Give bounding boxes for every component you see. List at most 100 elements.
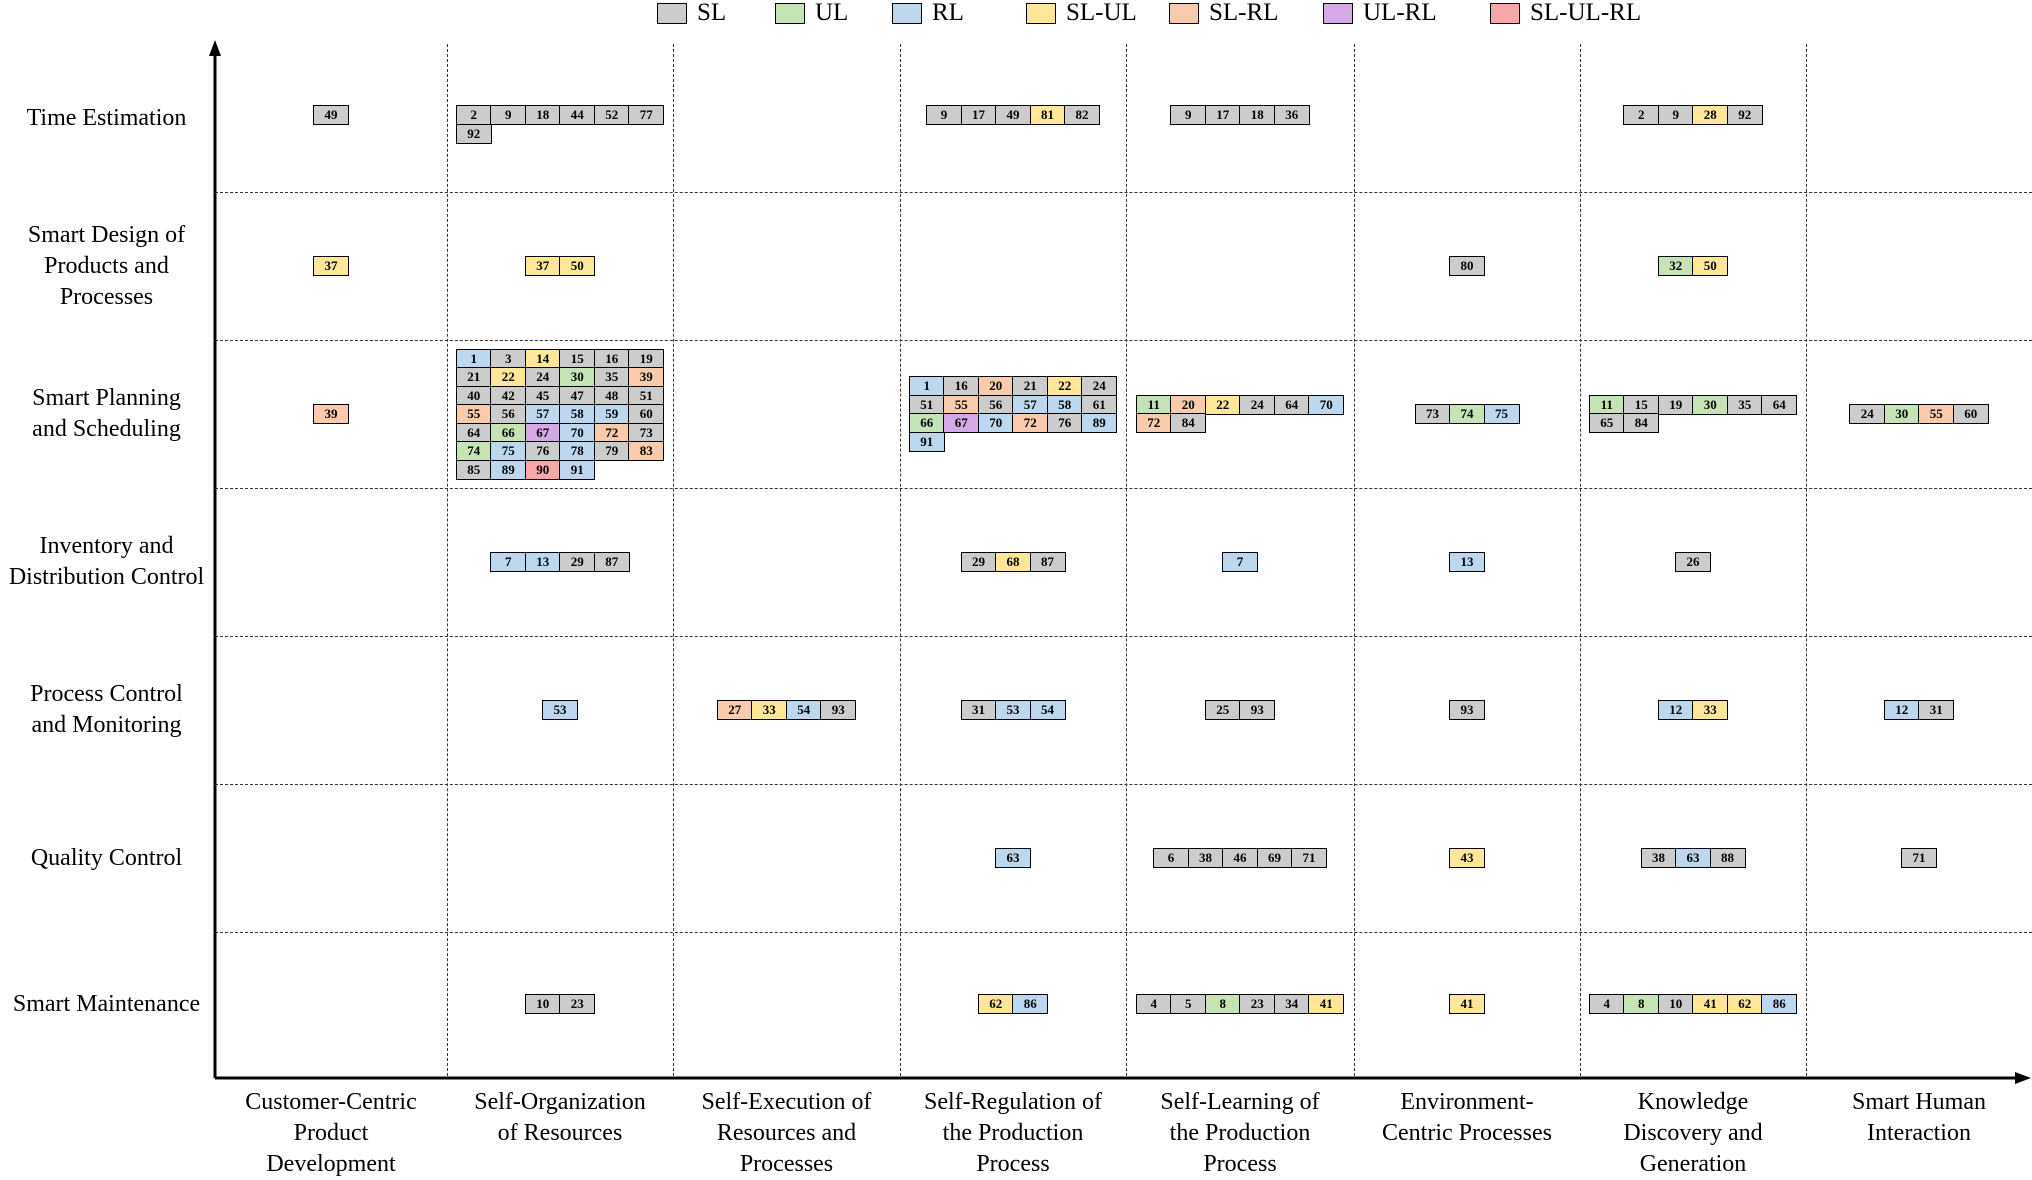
reference-tag: 13 [1449,552,1485,572]
reference-tag: 35 [1726,394,1763,415]
reference-tag: 39 [628,367,665,387]
reference-tag: 82 [1064,105,1100,125]
reference-tag: 51 [908,394,945,415]
reference-tag: 89 [1081,413,1118,434]
reference-tag: 41 [1692,994,1729,1014]
reference-tag: 64 [1761,394,1798,415]
reference-tag: 69 [1256,848,1293,868]
reference-tag: 70 [977,413,1014,434]
reference-tag: 67 [524,422,561,443]
reference-tag: 91 [559,459,596,480]
legend-swatch [892,3,922,24]
reference-tag: 72 [593,422,630,443]
reference-tag: 58 [559,404,596,424]
reference-tag: 11 [1588,394,1625,415]
reference-group: 43 [1449,848,1658,868]
column-divider [447,44,448,1076]
reference-tag: 75 [1483,404,1520,424]
reference-group: 9 17 49 81 82 [926,105,1135,125]
reference-tag: 92 [455,123,492,144]
reference-group: 24 30 55 60 [1849,404,2032,424]
reference-tag: 55 [455,404,492,424]
row-divider [215,340,2032,341]
reference-tag: 49 [995,105,1031,125]
reference-tag: 56 [977,394,1014,415]
reference-tag: 7 [490,552,527,572]
reference-group: 27 33 54 93 [716,700,926,720]
reference-tag: 38 [1640,848,1677,868]
reference-tag: 64 [455,422,492,443]
legend-label: SL-RL [1209,0,1279,26]
reference-tag: 45 [524,385,561,406]
reference-tag: 1 [908,376,945,397]
column-label: Self-Execution of Resources and Processe… [701,1089,872,1177]
reference-group: 10 23 [524,994,734,1014]
reference-tag: 33 [1692,700,1729,720]
reference-group: 1 3 14 15 16 19 21 22 24 30 35 39 40 42 45 47 48 51 55 56 57… [455,348,665,480]
reference-tag: 70 [559,422,596,443]
reference-tag: 8 [1204,994,1241,1014]
reference-tag: 76 [1046,413,1083,434]
reference-tag: 81 [1029,105,1066,125]
reference-tag: 51 [628,385,665,406]
reference-tag: 54 [785,700,822,720]
reference-tag: 65 [1588,413,1625,434]
reference-tag: 24 [1849,404,1886,424]
reference-tag: 55 [1918,404,1955,424]
reference-tag: 2 [1623,105,1660,125]
reference-tag: 63 [995,848,1031,868]
row-label: Smart Maintenance [12,990,201,1017]
reference-tag: 9 [1170,105,1207,125]
reference-tag: 70 [1308,394,1345,415]
reference-tag: 29 [559,552,596,572]
reference-tag: 72 [1012,413,1049,434]
reference-tag: 35 [593,367,630,387]
reference-tag: 74 [455,441,492,461]
reference-group: 31 53 54 [960,700,1170,720]
reference-tag: 4 [1588,994,1625,1014]
reference-tag: 31 [960,700,997,720]
column-label: Self-Organization of Resources [474,1089,646,1146]
reference-tag: 49 [313,105,349,125]
column-divider [1126,44,1127,1076]
reference-tag: 7 [1222,552,1258,572]
reference-tag: 30 [1692,394,1729,415]
reference-tag: 63 [1675,848,1711,868]
legend-label: SL [697,0,727,26]
reference-tag: 16 [593,348,630,369]
reference-tag: 77 [628,105,665,125]
reference-tag: 31 [1918,700,1955,720]
reference-group: 93 [1449,700,1658,720]
reference-group: 37 50 [524,256,734,276]
legend-swatch [775,3,805,24]
column-divider [1806,44,1807,1076]
reference-group: 1 16 20 21 22 24 51 55 56 57 58 61 66 67 70 72 76 89 91 [908,376,1118,452]
reference-tag: 64 [1273,394,1310,415]
reference-tag: 47 [559,385,596,406]
legend-label: SL-UL [1066,0,1137,26]
reference-tag: 78 [559,441,596,461]
row-divider [215,192,2032,193]
reference-tag: 88 [1709,848,1746,868]
reference-group: 2 9 18 44 52 77 92 [455,105,665,144]
reference-group: 7 13 29 87 [490,552,699,572]
reference-tag: 20 [977,376,1014,397]
column-label: Environment- Centric Processes [1382,1089,1552,1146]
reference-tag: 9 [490,105,527,125]
reference-tag: 44 [559,105,596,125]
reference-tag: 60 [1952,404,1989,424]
reference-group: 9 17 18 36 [1170,105,1379,125]
reference-tag: 5 [1170,994,1207,1014]
reference-group: 29 68 87 [960,552,1170,572]
reference-tag: 61 [1081,394,1118,415]
column-label: Customer-Centric Product Development [245,1089,417,1177]
reference-tag: 14 [524,348,561,369]
reference-tag: 68 [995,552,1031,572]
reference-tag: 41 [1308,994,1345,1014]
reference-group: 6 38 46 69 71 [1153,848,1362,868]
legend-label: UL [815,0,849,26]
reference-tag: 28 [1692,105,1729,125]
legend-swatch [1490,3,1520,24]
column-divider [1354,44,1355,1076]
